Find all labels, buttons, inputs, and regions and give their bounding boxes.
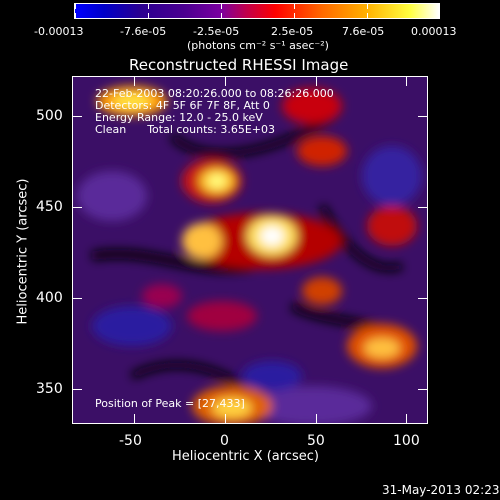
y-axis-title: Heliocentric Y (arcsec) [15,178,31,325]
colorbar-tick-label: 2.5e-05 [271,25,314,38]
info-line-clean-counts: Clean Total counts: 3.65E+03 [95,123,276,136]
colorbar-tick-label: 7.6e-05 [342,25,385,38]
y-tick-label: 500 [36,108,63,124]
x-tick-label: 100 [393,433,420,449]
peak-position-label: Position of Peak = [27,433] [95,397,245,410]
x-tick-label: -50 [119,433,142,449]
info-line-energy-range: Energy Range: 12.0 - 25.0 keV [95,111,263,124]
colorbar-tick-label: -2.5e-05 [193,25,240,38]
colorbar-units: (photons cm⁻² s⁻¹ asec⁻²) [187,39,329,52]
timestamp: 31-May-2013 02:23 [382,483,500,497]
y-tick-label: 400 [36,290,63,306]
colorbar [74,3,440,19]
image-title: Reconstructed RHESSI Image [129,56,349,74]
rhessi-image [72,76,428,424]
x-axis-title: Heliocentric X (arcsec) [172,449,319,464]
y-tick-label: 450 [36,199,63,215]
colorbar-tick-label: 0.00013 [411,25,457,38]
colorbar-tick-label: -0.00013 [34,25,84,38]
info-line-time-range: 22-Feb-2003 08:20:26.000 to 08:26:26.000 [95,87,334,100]
x-tick-label: 50 [307,433,325,449]
colorbar-tick-label: -7.6e-05 [120,25,167,38]
y-tick-label: 350 [36,381,63,397]
plot-frame [72,76,428,424]
x-tick-label: 0 [220,433,229,449]
rhessi-image-svg [72,76,428,424]
info-line-detectors: Detectors: 4F 5F 6F 7F 8F, Att 0 [95,99,270,112]
